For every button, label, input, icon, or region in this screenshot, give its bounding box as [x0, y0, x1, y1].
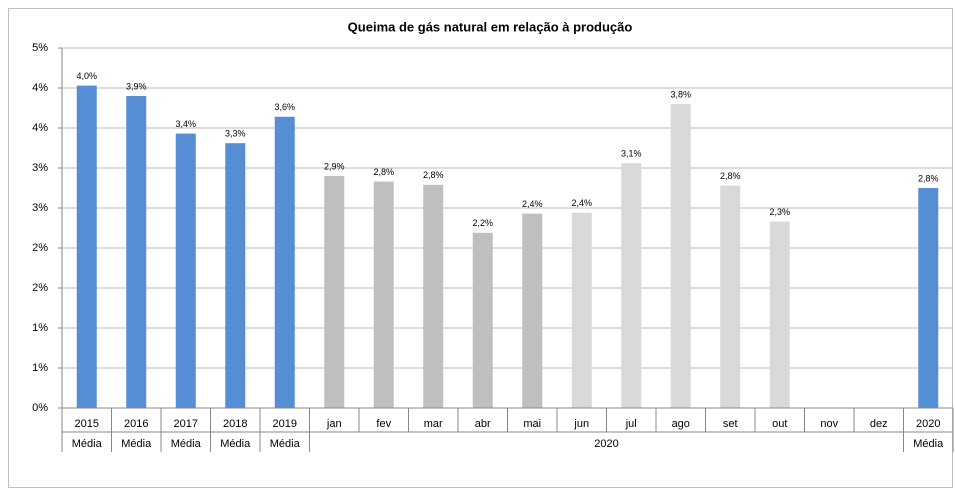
- bar: [621, 163, 642, 408]
- group-label: Média: [72, 438, 103, 450]
- group-label: 2020: [594, 438, 618, 450]
- y-tick-label: 2%: [32, 282, 48, 294]
- group-label: Média: [220, 438, 251, 450]
- bar: [175, 133, 196, 408]
- bar: [522, 213, 543, 408]
- y-tick-label: 2%: [32, 242, 48, 254]
- y-tick-label: 4%: [32, 122, 48, 134]
- value-label: 3,1%: [621, 149, 642, 159]
- bar: [423, 184, 444, 408]
- value-label: 3,6%: [274, 102, 295, 112]
- y-tick-label: 3%: [32, 162, 48, 174]
- value-label: 2,8%: [423, 170, 444, 180]
- group-label: Média: [121, 438, 152, 450]
- y-tick-label: 0%: [32, 402, 48, 414]
- chart-title: Queima de gás natural em relação à produ…: [348, 19, 633, 34]
- value-label: 2,9%: [324, 161, 345, 171]
- x-tick-label: mar: [424, 418, 443, 430]
- bar: [373, 181, 394, 408]
- value-label: 3,3%: [225, 129, 246, 139]
- y-tick-label: 5%: [32, 42, 48, 54]
- x-tick-label: fev: [376, 418, 391, 430]
- value-label: 3,9%: [126, 81, 147, 91]
- value-label: 2,8%: [918, 173, 939, 183]
- x-tick-label: jun: [573, 418, 589, 430]
- y-tick-label: 3%: [32, 202, 48, 214]
- value-label: 3,4%: [175, 119, 196, 129]
- y-tick-label: 1%: [32, 362, 48, 374]
- value-label: 2,4%: [571, 198, 592, 208]
- value-label: 2,3%: [769, 207, 790, 217]
- x-tick-label: abr: [475, 418, 491, 430]
- x-tick-label: ago: [672, 418, 690, 430]
- bar: [769, 221, 790, 408]
- bar: [918, 188, 939, 408]
- x-tick-label: nov: [820, 418, 838, 430]
- y-tick-label: 4%: [32, 82, 48, 94]
- value-label: 2,2%: [472, 218, 493, 228]
- bar: [720, 185, 741, 408]
- bar: [324, 176, 345, 408]
- x-tick-label: 2015: [75, 418, 99, 430]
- x-tick-label: set: [723, 418, 738, 430]
- x-tick-label: jul: [625, 418, 637, 430]
- x-tick-label: 2016: [124, 418, 148, 430]
- group-label: Média: [270, 438, 301, 450]
- value-label: 3,8%: [670, 89, 691, 99]
- value-label: 2,8%: [373, 167, 394, 177]
- y-tick-label: 1%: [32, 322, 48, 334]
- x-tick-label: 2017: [174, 418, 198, 430]
- x-tick-label: 2019: [273, 418, 297, 430]
- x-tick-label: 2018: [223, 418, 247, 430]
- bar: [225, 143, 246, 408]
- x-tick-label: 2020: [916, 418, 940, 430]
- bar: [571, 212, 592, 408]
- bar: [274, 116, 295, 409]
- x-tick-label: dez: [870, 418, 888, 430]
- value-label: 2,8%: [720, 171, 741, 181]
- x-tick-label: out: [772, 418, 787, 430]
- x-tick-label: jan: [326, 418, 342, 430]
- bar: [472, 232, 493, 408]
- group-label: Média: [171, 438, 202, 450]
- bar: [76, 85, 97, 408]
- group-label: Média: [913, 438, 944, 450]
- x-tick-label: mai: [523, 418, 541, 430]
- value-label: 4,0%: [76, 71, 97, 81]
- bar: [670, 104, 691, 408]
- value-label: 2,4%: [522, 199, 543, 209]
- bar: [126, 96, 147, 408]
